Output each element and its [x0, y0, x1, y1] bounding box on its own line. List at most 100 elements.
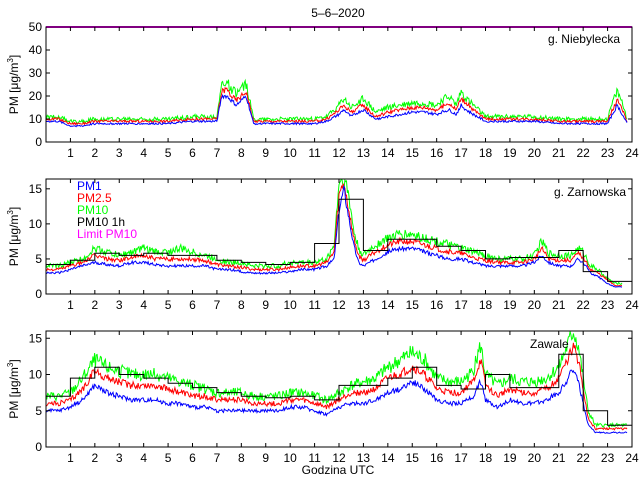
series-pm25-line — [46, 342, 628, 431]
x-tick-label: 24 — [625, 298, 639, 312]
x-tick-label: 8 — [238, 451, 245, 465]
series-pm1-line — [46, 93, 628, 128]
x-tick-label: 17 — [454, 451, 468, 465]
x-tick-label: 4 — [140, 451, 147, 465]
x-tick-label: 11 — [308, 298, 321, 312]
x-tick-label: 18 — [479, 298, 493, 312]
y-tick-label: 15 — [29, 331, 43, 345]
x-tick-label: 7 — [214, 146, 221, 160]
series-pm1-line — [46, 185, 623, 288]
x-tick-label: 7 — [214, 298, 221, 312]
x-tick-label: 1 — [67, 451, 74, 465]
series-pm10-1h-step — [46, 198, 632, 282]
x-tick-label: 23 — [601, 146, 615, 160]
data-layer — [46, 78, 628, 128]
series-pm10-1h-step — [46, 353, 632, 426]
panels: 1 2 3 4 5 6 7 8 9 10 11 12 13 14 15 16 17 18 19 20 21 22 23 240… — [6, 20, 639, 465]
x-tick-label: 14 — [381, 146, 395, 160]
x-tick-label: 14 — [381, 298, 395, 312]
x-tick-label: 22 — [576, 298, 590, 312]
x-tick-label: 9 — [262, 298, 269, 312]
x-tick-label: 14 — [381, 451, 395, 465]
x-tick-label: 9 — [262, 146, 269, 160]
x-tick-label: 3 — [116, 298, 123, 312]
station-label: g. Niebylecka — [548, 32, 620, 46]
x-tick-label: 23 — [601, 298, 615, 312]
x-tick-label: 8 — [238, 298, 245, 312]
y-tick-label: 10 — [29, 112, 43, 126]
y-tick-label: 30 — [29, 66, 43, 80]
legend-item: PM10 — [77, 203, 109, 217]
x-tick-label: 6 — [189, 451, 196, 465]
panel-zawale: 1 2 3 4 5 6 7 8 9 10 11 12 13 14 15 16 17 18 19 20 21 22 23 240… — [6, 330, 639, 465]
x-tick-label: 19 — [503, 451, 517, 465]
y-tick-label: 50 — [29, 20, 43, 34]
panel-g-niebylecka: 1 2 3 4 5 6 7 8 9 10 11 12 13 14 15 16 17 18 19 20 21 22 23 240… — [6, 20, 639, 160]
y-tick-label: 20 — [29, 89, 43, 103]
y-tick-label: 0 — [35, 440, 42, 454]
x-tick-label: 22 — [576, 451, 590, 465]
x-tick-label: 17 — [454, 146, 468, 160]
x-tick-label: 17 — [454, 298, 468, 312]
x-tick-label: 19 — [503, 298, 517, 312]
x-tick-label: 12 — [332, 298, 346, 312]
x-tick-label: 11 — [308, 146, 321, 160]
x-tick-label: 6 — [189, 298, 196, 312]
legend-item: PM10 1h — [77, 215, 125, 229]
station-label: g. Zarnowska — [554, 185, 626, 199]
x-tick-label: 8 — [238, 146, 245, 160]
x-tick-label: 20 — [528, 146, 542, 160]
x-tick-label: 10 — [283, 298, 297, 312]
legend-item: PM2.5 — [77, 191, 112, 205]
plot-area — [46, 27, 632, 142]
legend-item: Limit PM10 — [77, 227, 137, 241]
x-tick-label: 13 — [357, 298, 371, 312]
x-tick-label: 3 — [116, 451, 123, 465]
x-tick-label: 6 — [189, 146, 196, 160]
x-tick-label: 2 — [91, 298, 98, 312]
x-tick-label: 23 — [601, 451, 615, 465]
x-tick-label: 19 — [503, 146, 517, 160]
data-layer — [46, 331, 632, 434]
x-tick-label: 15 — [406, 298, 420, 312]
x-tick-label: 10 — [283, 146, 297, 160]
x-axis-label: Godzina UTC — [302, 463, 375, 477]
x-tick-label: 20 — [528, 451, 542, 465]
x-tick-label: 22 — [576, 146, 590, 160]
x-tick-label: 18 — [479, 451, 493, 465]
x-tick-label: 16 — [430, 146, 444, 160]
y-axis-label: PM [μg/m3] — [6, 207, 21, 266]
x-tick-label: 5 — [165, 451, 172, 465]
x-tick-label: 3 — [116, 146, 123, 160]
x-tick-label: 12 — [332, 451, 346, 465]
y-tick-label: 10 — [29, 217, 43, 231]
x-tick-label: 16 — [430, 451, 444, 465]
station-label: Zawale — [530, 337, 569, 351]
x-tick-label: 2 — [91, 451, 98, 465]
x-tick-label: 24 — [625, 451, 639, 465]
y-tick-label: 40 — [29, 43, 43, 57]
x-tick-label: 4 — [140, 146, 147, 160]
x-tick-label: 7 — [214, 451, 221, 465]
series-pm10-line — [46, 331, 628, 429]
y-tick-label: 5 — [35, 252, 42, 266]
y-tick-label: 0 — [35, 287, 42, 301]
x-tick-label: 1 — [67, 298, 74, 312]
y-tick-label: 15 — [29, 182, 43, 196]
y-tick-label: 10 — [29, 368, 43, 382]
x-tick-label: 15 — [406, 451, 420, 465]
x-tick-label: 5 — [165, 298, 172, 312]
series-pm25-line — [46, 86, 628, 126]
x-tick-label: 20 — [528, 298, 542, 312]
y-tick-label: 0 — [35, 135, 42, 149]
x-tick-label: 24 — [625, 146, 639, 160]
x-tick-label: 13 — [357, 146, 371, 160]
x-tick-label: 16 — [430, 298, 444, 312]
figure-title: 5–6–2020 — [311, 6, 365, 20]
y-axis-label: PM [μg/m3] — [6, 359, 21, 418]
data-layer — [46, 179, 632, 288]
x-tick-label: 13 — [357, 451, 371, 465]
x-tick-label: 1 — [67, 146, 74, 160]
x-tick-label: 21 — [552, 451, 566, 465]
